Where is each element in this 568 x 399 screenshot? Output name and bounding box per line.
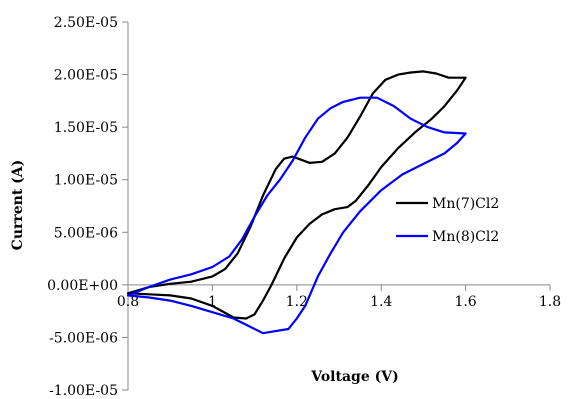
y-tick-label: 5.00E-06 bbox=[54, 225, 118, 241]
plot-area bbox=[126, 70, 467, 335]
y-tick-label: -1.00E-05 bbox=[49, 383, 118, 399]
y-axis-title: Current (A) bbox=[10, 160, 26, 251]
legend-item: Mn(8)Cl2 bbox=[396, 229, 499, 245]
x-tick-label: 1.4 bbox=[370, 294, 392, 310]
x-tick-label: 1.2 bbox=[286, 294, 308, 310]
y-tick-label: 1.50E-05 bbox=[54, 120, 118, 136]
y-tick-label: 1.00E-05 bbox=[54, 173, 118, 189]
x-tick-label: 1.8 bbox=[539, 294, 561, 310]
legend-label-0: Mn(7)Cl2 bbox=[432, 196, 499, 212]
x-tick-label: 1 bbox=[208, 294, 217, 310]
x-axis-title: Voltage (V) bbox=[310, 369, 398, 385]
y-tick-label: -5.00E-06 bbox=[49, 330, 118, 346]
series-line-1 bbox=[126, 96, 467, 335]
legend-item: Mn(7)Cl2 bbox=[396, 196, 499, 212]
y-tick-label: 0.00E+00 bbox=[47, 278, 118, 294]
y-axis: -1.00E-05 -5.00E-06 0.00E+00 5.00E-06 1.00E-… bbox=[47, 15, 129, 399]
legend: Mn(7)Cl2 Mn(8)Cl2 bbox=[396, 196, 499, 245]
legend-label-1: Mn(8)Cl2 bbox=[432, 229, 499, 245]
x-tick-label: 1.6 bbox=[454, 294, 476, 310]
x-axis: 0.8 1 1.2 1.4 1.6 1.8 bbox=[117, 284, 561, 310]
x-tick-label: 0.8 bbox=[117, 294, 139, 310]
y-tick-label: 2.00E-05 bbox=[54, 68, 118, 84]
y-tick-label: 2.50E-05 bbox=[54, 15, 118, 31]
series-line-0 bbox=[126, 70, 467, 320]
